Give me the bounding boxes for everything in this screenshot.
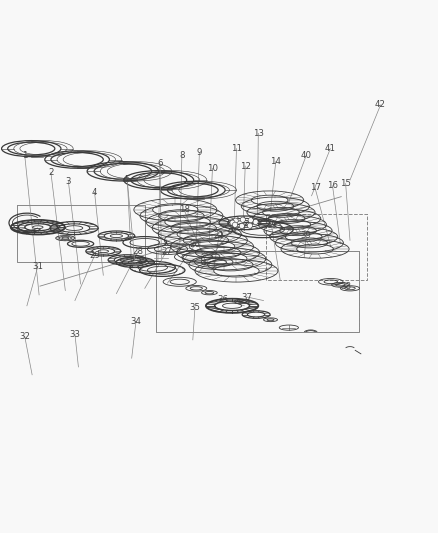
- Text: 21: 21: [213, 231, 225, 240]
- Text: 33: 33: [69, 330, 81, 338]
- Text: 11: 11: [231, 144, 242, 153]
- Circle shape: [253, 219, 258, 224]
- Text: 12: 12: [240, 161, 251, 171]
- Text: 9: 9: [197, 149, 202, 157]
- Text: 34: 34: [131, 317, 141, 326]
- Text: 4: 4: [92, 188, 97, 197]
- Text: 17: 17: [310, 183, 321, 192]
- Text: 20: 20: [226, 225, 237, 234]
- Text: 5: 5: [124, 175, 130, 184]
- Text: 31: 31: [32, 262, 43, 271]
- Text: 3: 3: [66, 177, 71, 186]
- Text: 38: 38: [340, 281, 351, 290]
- Text: 6: 6: [157, 159, 163, 168]
- Text: 8: 8: [179, 151, 185, 160]
- Text: 27: 27: [161, 247, 172, 256]
- Text: 42: 42: [375, 100, 386, 109]
- Text: 26: 26: [190, 240, 201, 249]
- Text: 14: 14: [270, 157, 281, 166]
- Text: 36: 36: [218, 295, 229, 304]
- Circle shape: [233, 222, 238, 228]
- Text: 29: 29: [89, 251, 100, 260]
- Text: 18: 18: [179, 205, 190, 214]
- Text: 35: 35: [190, 303, 201, 312]
- Circle shape: [248, 217, 253, 223]
- Text: 10: 10: [207, 164, 218, 173]
- Text: 39: 39: [301, 231, 312, 240]
- Text: 40: 40: [301, 151, 312, 160]
- Text: 1: 1: [22, 151, 28, 160]
- Circle shape: [240, 217, 245, 222]
- Text: 28: 28: [133, 247, 144, 256]
- Circle shape: [233, 218, 238, 223]
- Text: 2: 2: [48, 168, 53, 177]
- Circle shape: [247, 223, 252, 228]
- Text: 37: 37: [242, 293, 253, 302]
- Text: 19: 19: [266, 221, 277, 230]
- Circle shape: [239, 223, 244, 229]
- Text: 32: 32: [19, 332, 30, 341]
- Text: 13: 13: [253, 129, 264, 138]
- Text: 15: 15: [340, 179, 351, 188]
- Circle shape: [230, 220, 235, 225]
- Text: 16: 16: [327, 181, 338, 190]
- Text: 41: 41: [325, 144, 336, 153]
